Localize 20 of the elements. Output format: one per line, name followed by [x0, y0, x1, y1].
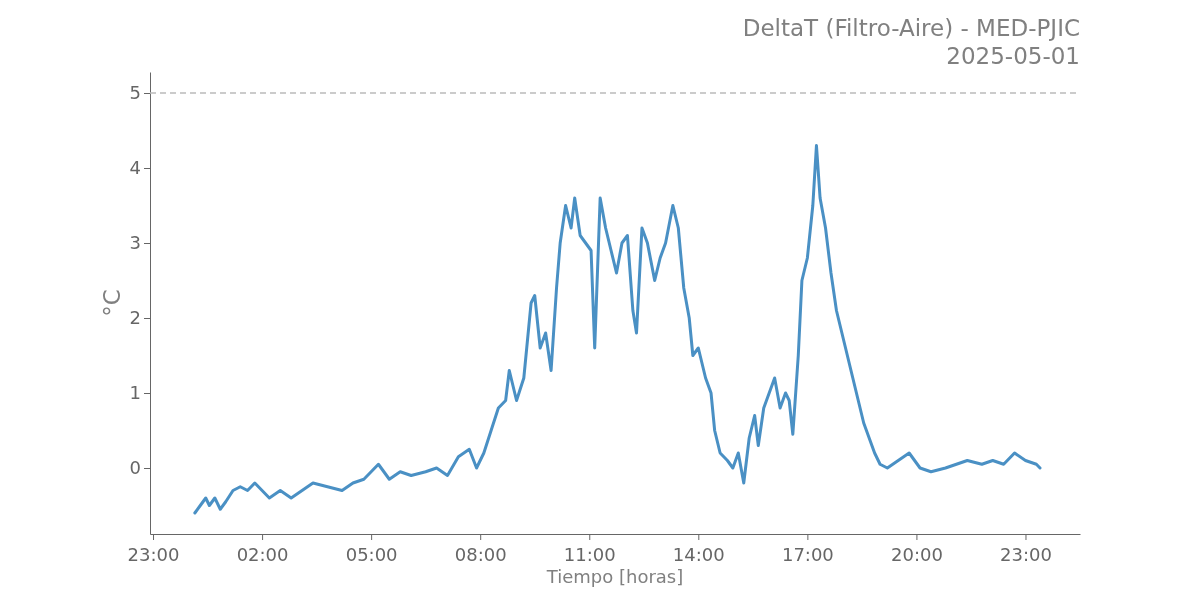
x-tick-label: 17:00 [781, 544, 834, 565]
x-tick-label: 08:00 [454, 544, 507, 565]
x-tick-label: 23:00 [127, 544, 180, 565]
x-tick-label: 14:00 [672, 544, 725, 565]
x-tick-label: 11:00 [563, 544, 616, 565]
y-tick-label: 5 [129, 82, 141, 104]
y-tick-label: 0 [129, 457, 141, 479]
x-tick-label: 23:00 [1000, 544, 1052, 565]
x-tick-label: 02:00 [236, 544, 289, 565]
x-tick-label: 05:00 [345, 544, 398, 565]
chart-title: DeltaT (Filtro-Aire) - MED-PJIC [742, 15, 1080, 41]
chart-subtitle: 2025-05-01 [946, 43, 1080, 69]
y-tick-label: 1 [129, 382, 141, 404]
y-tick-label: 4 [129, 157, 141, 179]
x-axis-title: Tiempo [horas] [545, 566, 684, 587]
y-tick-label: 3 [129, 232, 141, 254]
line-series [193, 144, 1042, 515]
x-tick-label: 20:00 [890, 544, 943, 565]
y-axis-title: °C [99, 289, 125, 317]
y-tick-label: 2 [129, 307, 141, 329]
